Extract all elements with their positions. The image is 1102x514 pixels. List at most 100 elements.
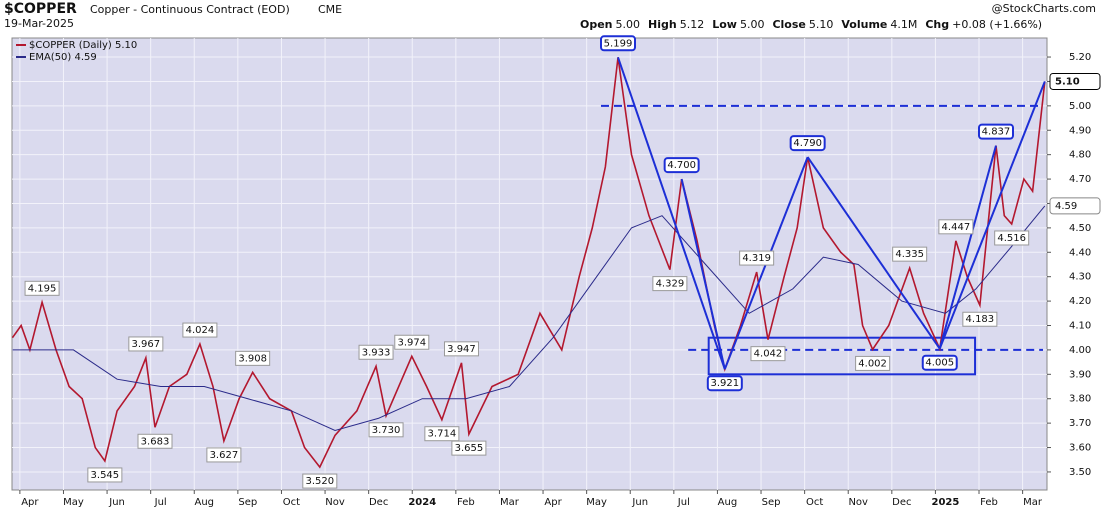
x-tick-label: Apr xyxy=(544,497,562,508)
pivot-label: 3.730 xyxy=(372,425,401,436)
y-tick-label: 4.80 xyxy=(1069,150,1091,161)
y-tick-label: 4.70 xyxy=(1069,174,1091,185)
pivot-box xyxy=(137,433,173,449)
pivot-label: 3.974 xyxy=(397,337,426,348)
quote-label: Volume xyxy=(841,18,887,31)
pivot-label: 4.516 xyxy=(997,233,1026,244)
x-tick-label: Jul xyxy=(154,497,167,508)
y-tick-label: 3.70 xyxy=(1069,418,1091,429)
legend-entry: $COPPER (Daily) 5.10 xyxy=(29,40,137,51)
price-tag xyxy=(1049,197,1101,215)
x-tick-label: May xyxy=(586,497,607,508)
pivot-box xyxy=(24,280,60,296)
x-tick-label: Nov xyxy=(325,497,345,508)
pivot-label: 4.447 xyxy=(942,222,971,233)
pivot-label: 4.700 xyxy=(667,160,696,171)
quote-value: 5.12 xyxy=(680,18,705,31)
x-tick-label: Mar xyxy=(1023,497,1043,508)
exchange: CME xyxy=(318,3,342,16)
x-tick-label: Oct xyxy=(283,497,300,508)
x-tick-label: Aug xyxy=(194,497,214,508)
pivot-box xyxy=(750,346,786,362)
symbol: $COPPER xyxy=(4,1,77,17)
trendline xyxy=(806,156,941,350)
plot-area xyxy=(11,37,1048,491)
price-tag xyxy=(1049,72,1101,90)
pivot-box xyxy=(182,322,218,338)
trendline xyxy=(938,81,1046,350)
pivot-label: 5.199 xyxy=(604,38,633,49)
trendline xyxy=(680,178,726,370)
price-line xyxy=(11,57,1046,469)
y-tick-label: 3.50 xyxy=(1069,467,1091,478)
legend-entry: EMA(50) 4.59 xyxy=(29,52,97,63)
pivot-label: 3.714 xyxy=(428,429,457,440)
x-tick-label: Nov xyxy=(848,497,868,508)
pivot-label: 3.921 xyxy=(710,378,739,389)
x-tick-label: Dec xyxy=(892,497,911,508)
pivot-box xyxy=(443,341,479,357)
y-tick-label: 4.30 xyxy=(1069,272,1091,283)
x-tick-label: Sep xyxy=(762,497,781,508)
x-tick-label: Aug xyxy=(718,497,738,508)
x-tick-label: May xyxy=(63,497,84,508)
quote-value: 5.00 xyxy=(616,18,641,31)
pivot-label: 3.933 xyxy=(362,347,391,358)
pivot-label: 4.183 xyxy=(966,314,995,325)
y-tick-label: 4.10 xyxy=(1069,321,1091,332)
pivot-label: 4.319 xyxy=(742,253,771,264)
pivot-label: 4.335 xyxy=(895,249,924,260)
pivot-box xyxy=(87,467,123,483)
pivot-label: 3.627 xyxy=(210,450,239,461)
x-tick-label: Mar xyxy=(500,497,520,508)
y-tick-label: 3.60 xyxy=(1069,443,1091,454)
x-tick-label: Feb xyxy=(980,497,998,508)
pivot-box xyxy=(892,246,928,262)
quote-label: Chg xyxy=(925,18,949,31)
pivot-box xyxy=(663,157,700,174)
pivot-box xyxy=(368,422,404,438)
range-box xyxy=(707,336,977,376)
pivot-box xyxy=(128,336,164,352)
y-tick-label: 5.00 xyxy=(1069,101,1091,112)
quote-label: Close xyxy=(772,18,805,31)
quote-label: High xyxy=(648,18,677,31)
pivot-label: 3.683 xyxy=(141,436,170,447)
pivot-label: 4.837 xyxy=(982,127,1011,138)
y-tick-label: 3.80 xyxy=(1069,394,1091,405)
pivot-label: 4.005 xyxy=(925,358,954,369)
pivot-box xyxy=(424,426,460,442)
pivot-box xyxy=(706,375,743,392)
ema-line xyxy=(12,205,1046,431)
quote-value: 5.10 xyxy=(809,18,834,31)
trendline xyxy=(617,56,726,370)
pivot-label: 4.002 xyxy=(858,358,887,369)
source: @StockCharts.com xyxy=(992,2,1096,15)
price-tag-label: 5.10 xyxy=(1055,76,1080,87)
pivot-box xyxy=(394,334,430,350)
pivot-label: 3.908 xyxy=(238,353,267,364)
instrument-name: Copper - Continuous Contract (EOD) xyxy=(90,3,290,16)
x-tick-label: Sep xyxy=(238,497,257,508)
pivot-label: 4.042 xyxy=(754,349,783,360)
pivot-box xyxy=(921,354,958,371)
pivot-label: 4.329 xyxy=(656,279,685,290)
pivot-box xyxy=(977,123,1014,140)
pivot-label: 3.520 xyxy=(305,476,334,487)
pivot-label: 4.024 xyxy=(186,325,215,336)
y-tick-label: 5.20 xyxy=(1069,52,1091,63)
pivot-box xyxy=(652,276,688,292)
quote-bar: Open 5.00 High 5.12 Low 5.00 Close 5.10 Volume 4.… xyxy=(580,18,1042,31)
x-tick-label: Jun xyxy=(108,497,125,508)
quote-value: +0.08 (+1.66%) xyxy=(952,18,1042,31)
y-tick-label: 4.40 xyxy=(1069,247,1091,258)
pivot-box xyxy=(962,311,998,327)
x-tick-label: Jul xyxy=(677,497,690,508)
pivot-label: 3.967 xyxy=(132,339,161,350)
pivot-label: 3.655 xyxy=(455,443,484,454)
y-tick-label: 3.90 xyxy=(1069,369,1091,380)
pivot-box xyxy=(994,230,1030,246)
y-tick-label: 4.90 xyxy=(1069,125,1091,136)
pivot-box xyxy=(206,447,242,463)
pivot-box xyxy=(600,35,637,52)
